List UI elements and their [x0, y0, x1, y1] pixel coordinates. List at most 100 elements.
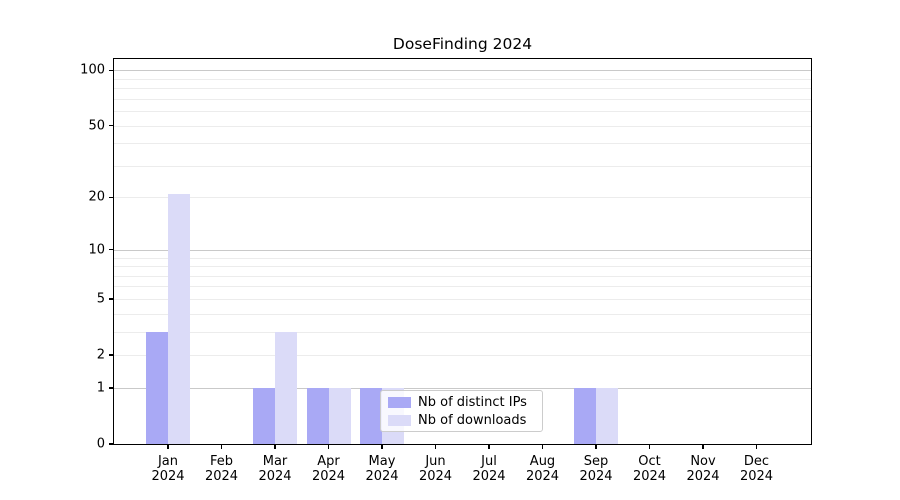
y-tick-mark	[109, 443, 114, 445]
x-tick-mark	[327, 444, 330, 449]
x-tick-month: Jul	[481, 454, 497, 469]
x-tick-year: 2024	[472, 469, 506, 484]
x-tick-mark	[434, 444, 437, 449]
bar-distinct-ips	[253, 387, 275, 444]
gridline-minor	[114, 165, 811, 167]
gridline-minor	[114, 298, 811, 300]
y-tick-label: 2	[96, 347, 105, 363]
bar-distinct-ips	[360, 387, 382, 444]
x-tick-month: Sep	[583, 454, 609, 469]
x-tick-year: 2024	[365, 469, 399, 484]
x-tick-year: 2024	[632, 469, 667, 484]
x-tick-label: Jan 2024	[133, 454, 203, 484]
x-tick-mark	[381, 444, 383, 449]
x-tick-label: Apr 2024	[294, 454, 364, 484]
legend-label-distinct-ips: Nb of distinct IPs	[418, 394, 527, 410]
gridline-minor	[114, 88, 811, 90]
x-tick-label: Nov 2024	[668, 454, 738, 484]
bar-downloads	[168, 193, 190, 444]
x-tick-label: Oct 2024	[615, 454, 685, 484]
gridline-minor	[114, 197, 811, 199]
gridline-minor	[114, 98, 811, 100]
plot-area: Nb of distinct IPs Nb of downloads	[114, 59, 811, 444]
x-tick-month: Nov	[690, 454, 716, 469]
gridline-minor	[114, 275, 811, 277]
x-tick-label: Dec 2024	[722, 454, 792, 484]
x-tick-label: Jul 2024	[454, 454, 524, 484]
x-tick-month: Jan	[157, 454, 179, 469]
y-tick-label: 50	[88, 118, 105, 134]
bar-downloads	[275, 331, 297, 444]
x-tick-year: 2024	[151, 469, 185, 484]
gridline-minor	[114, 331, 811, 333]
gridline-minor	[114, 355, 811, 356]
y-tick-label: 0	[96, 436, 105, 452]
x-tick-year: 2024	[418, 469, 453, 484]
x-tick-year: 2024	[525, 469, 560, 484]
y-tick-label: 20	[88, 189, 105, 205]
x-tick-mark	[274, 444, 276, 449]
y-tick-label: 1	[96, 380, 105, 396]
gridline-minor	[114, 313, 811, 315]
y-tick-mark	[109, 125, 114, 127]
y-tick-mark	[109, 196, 114, 199]
x-tick-label: Aug 2024	[508, 454, 578, 484]
x-tick-mark	[595, 444, 597, 449]
x-tick-label: Sep 2024	[561, 454, 631, 484]
y-tick-label: 100	[80, 62, 105, 78]
y-tick-mark	[109, 387, 114, 389]
x-tick-month: Feb	[209, 454, 234, 469]
bar-distinct-ips	[574, 387, 596, 444]
x-tick-year: 2024	[739, 469, 774, 484]
y-tick-label: 5	[96, 291, 105, 307]
legend: Nb of distinct IPs Nb of downloads	[380, 390, 543, 432]
x-tick-mark	[755, 444, 758, 449]
chart-title: DoseFinding 2024	[392, 35, 533, 53]
y-tick-mark	[109, 249, 114, 251]
gridline-minor	[114, 143, 811, 145]
x-tick-month: Dec	[743, 454, 770, 469]
x-tick-month: Apr	[317, 454, 340, 469]
legend-item-distinct-ips: Nb of distinct IPs	[388, 395, 535, 410]
x-tick-mark	[220, 444, 223, 449]
x-tick-month: Aug	[529, 454, 556, 469]
gridline-minor	[114, 257, 811, 259]
x-tick-mark	[541, 444, 544, 449]
gridline-minor	[114, 111, 811, 113]
y-tick-mark	[109, 298, 114, 300]
y-tick-label: 10	[88, 242, 105, 258]
y-tick-mark	[109, 69, 114, 71]
legend-item-downloads: Nb of downloads	[388, 413, 535, 428]
gridline-major	[114, 70, 811, 72]
y-tick-mark	[109, 354, 114, 356]
x-tick-month: May	[368, 454, 396, 469]
x-tick-year: 2024	[204, 469, 239, 484]
x-tick-mark	[488, 444, 490, 449]
x-tick-month: Jun	[425, 454, 446, 469]
gridline-minor	[114, 125, 811, 127]
gridline-major	[114, 387, 811, 389]
gridline-minor	[114, 286, 811, 288]
gridline-major	[114, 249, 811, 251]
bar-downloads	[328, 387, 351, 444]
bar-distinct-ips	[146, 331, 168, 444]
x-tick-label: Jun 2024	[401, 454, 471, 484]
legend-label-downloads: Nb of downloads	[418, 412, 527, 428]
x-tick-mark	[648, 444, 651, 449]
x-tick-year: 2024	[579, 469, 613, 484]
x-tick-label: Mar 2024	[240, 454, 310, 484]
bar-downloads	[596, 387, 618, 444]
x-tick-mark	[702, 444, 704, 449]
x-tick-label: Feb 2024	[187, 454, 257, 484]
x-tick-mark	[167, 444, 169, 449]
x-tick-year: 2024	[258, 469, 292, 484]
bar-distinct-ips	[306, 387, 329, 444]
x-tick-year: 2024	[311, 469, 346, 484]
x-tick-year: 2024	[686, 469, 720, 484]
x-tick-month: Mar	[262, 454, 288, 469]
gridline-minor	[114, 266, 811, 267]
x-tick-label: May 2024	[347, 454, 417, 484]
x-tick-month: Oct	[638, 454, 661, 469]
gridline-minor	[114, 78, 811, 80]
